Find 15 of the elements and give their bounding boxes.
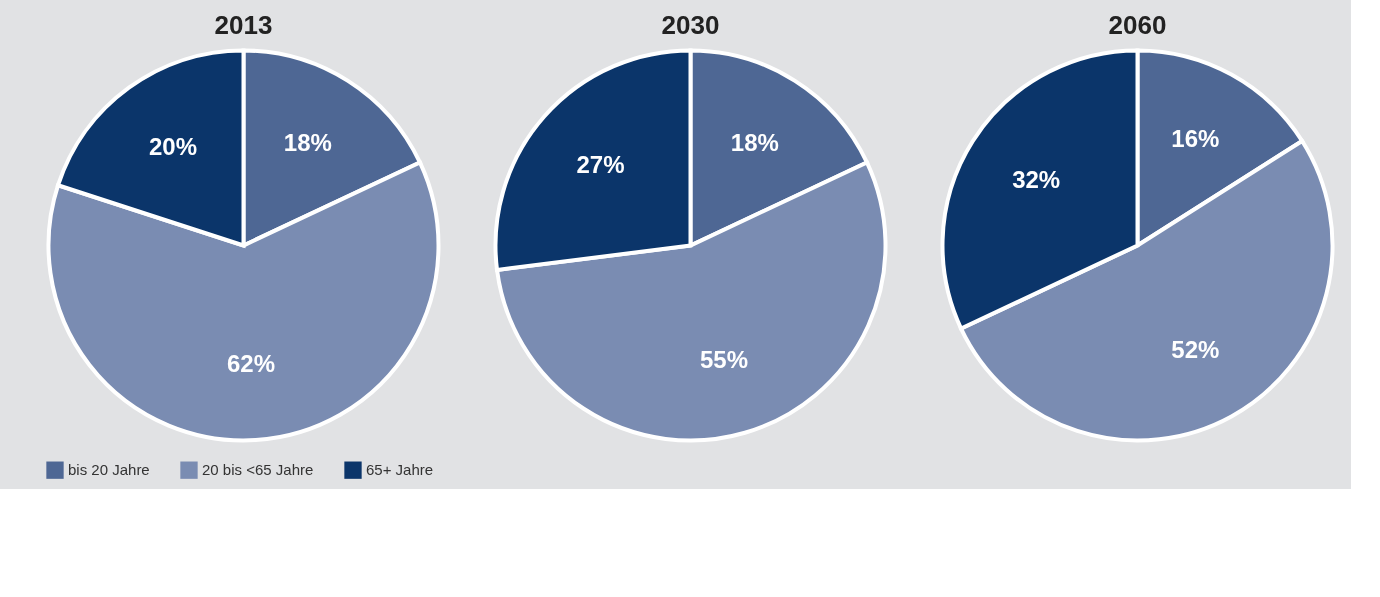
data-label: 32% — [1012, 166, 1061, 194]
data-label: 62% — [227, 350, 276, 378]
chart-title: 2060 — [1108, 9, 1167, 40]
legend-label: 65+ Jahre — [366, 461, 434, 479]
data-label: 18% — [730, 129, 779, 157]
data-label: 18% — [283, 129, 332, 157]
data-label: 27% — [576, 151, 625, 179]
chart-title: 2013 — [214, 9, 273, 40]
chart-title: 2030 — [661, 9, 720, 40]
legend-label: 20 bis <65 Jahre — [202, 461, 314, 479]
data-label: 55% — [699, 345, 748, 373]
data-label: 16% — [1171, 125, 1220, 153]
data-label: 52% — [1171, 335, 1220, 363]
data-label: 20% — [148, 133, 197, 161]
legend-label: bis 20 Jahre — [68, 461, 150, 479]
